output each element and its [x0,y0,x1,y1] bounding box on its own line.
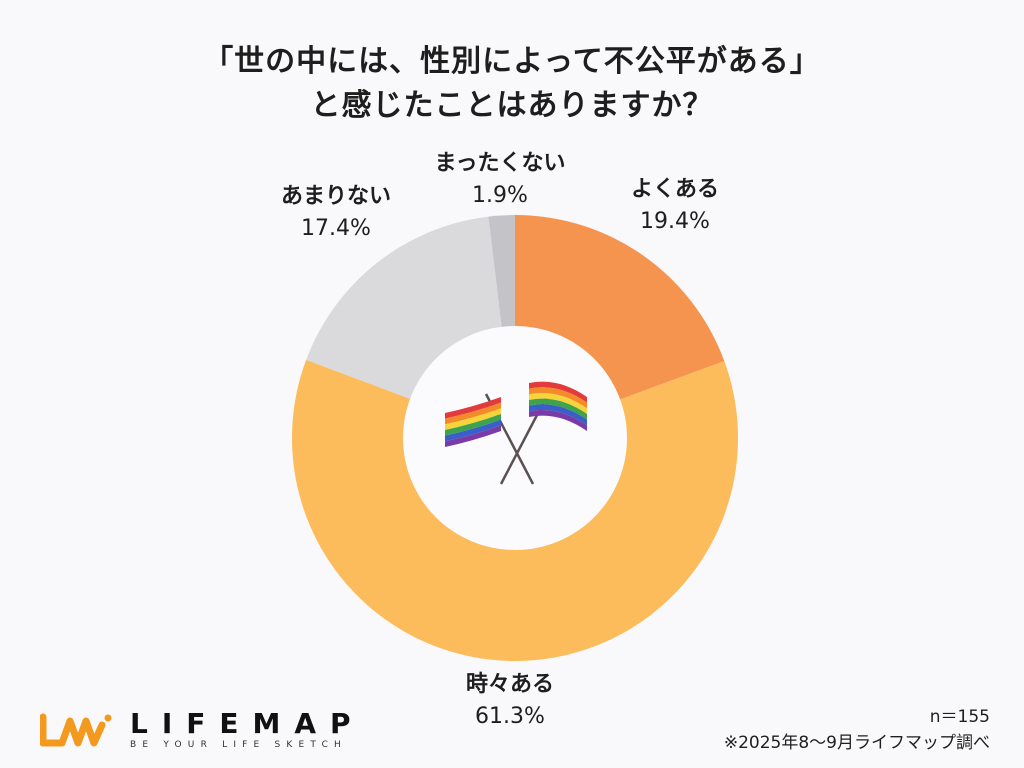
title-line-1: 「世の中には、性別によって不公平がある」 [203,44,821,79]
label-pct: 19.4% [640,209,710,234]
label-mattaku-nai: まったくない 1.9% [420,148,580,212]
sample-size: n＝155 [929,707,990,727]
label-pct: 17.4% [301,216,371,241]
chart-title: 「世の中には、性別によって不公平がある」 と感じたことはありますか？ [0,40,1024,128]
lifemap-mark-icon [40,713,112,747]
donut-hole [403,326,627,550]
label-name: あまりない [280,184,391,209]
label-tokidoki-aru: 時々ある 61.3% [445,669,575,733]
title-line-2: と感じたことはありますか？ [310,88,714,123]
label-pct: 61.3% [475,704,545,729]
label-pct: 1.9% [472,183,528,208]
footnote: n＝155 ※2025年8〜9月ライフマップ調べ [724,704,990,756]
label-name: よくある [630,177,719,202]
source-note: ※2025年8〜9月ライフマップ調べ [723,733,990,753]
logo-name: LIFEMAP [130,707,365,740]
logo-tagline: BE YOUR LIFE SKETCH [130,740,348,750]
label-name: まったくない [434,151,566,176]
lifemap-logo: LIFEMAP BE YOUR LIFE SKETCH [40,710,365,750]
crossed-rainbow-flags-icon [445,381,587,485]
label-yoku-aru: よくある 19.4% [620,174,730,238]
label-name: 時々ある [465,672,554,697]
label-amari-nai: あまりない 17.4% [266,181,406,245]
